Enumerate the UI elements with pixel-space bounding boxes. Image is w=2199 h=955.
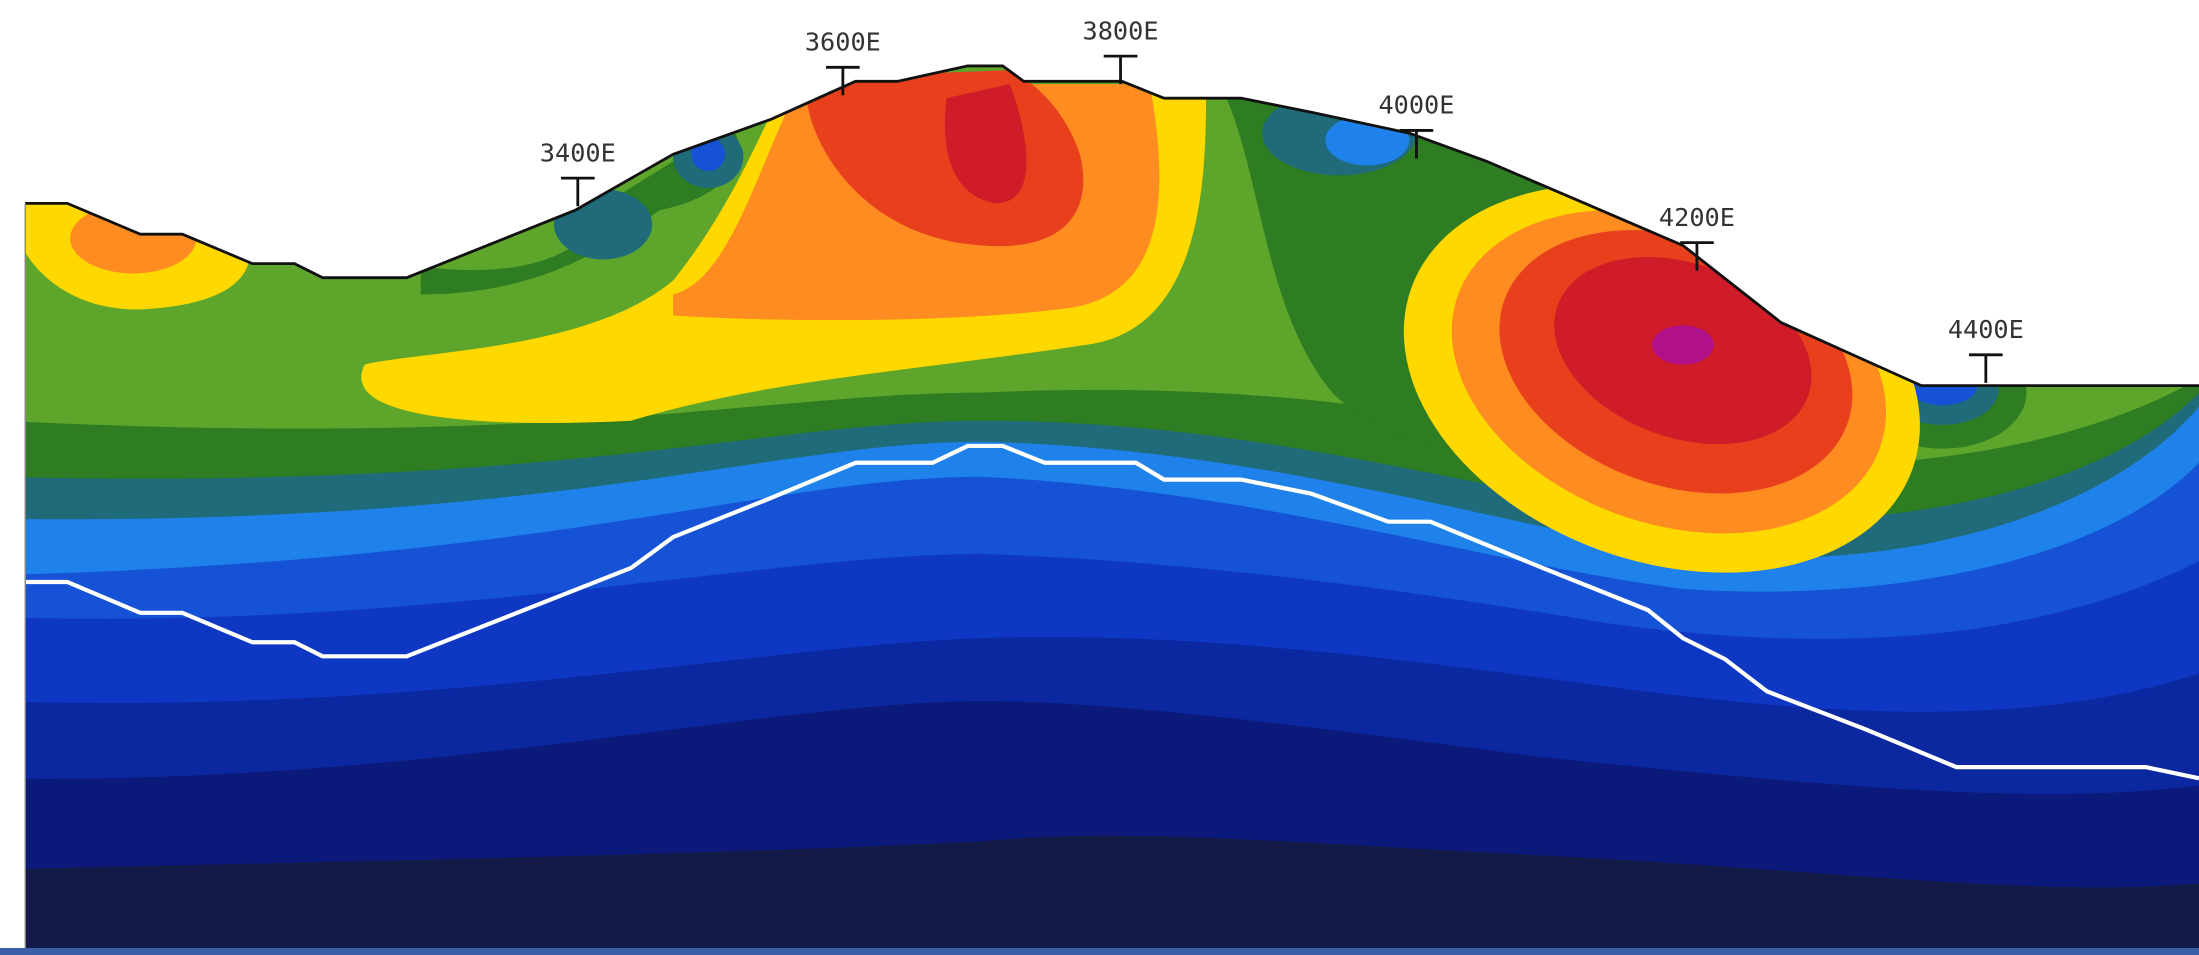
band — [553, 189, 653, 260]
stations: 3400E 3600E 3800E 4000E 4200E 4400E — [540, 16, 2024, 383]
band — [944, 84, 1027, 204]
station-label: 3400E — [540, 138, 616, 167]
station-label: 3800E — [1083, 16, 1159, 45]
boundary-line — [25, 443, 2199, 781]
station-label: 4000E — [1378, 91, 1454, 120]
station-label: 4200E — [1659, 203, 1735, 232]
station-label: 4400E — [1948, 315, 2024, 344]
band — [1652, 325, 1714, 365]
band — [1325, 114, 1410, 166]
station-label: 3600E — [805, 27, 881, 56]
bottom-strip — [0, 947, 2199, 955]
topography — [25, 64, 2199, 388]
